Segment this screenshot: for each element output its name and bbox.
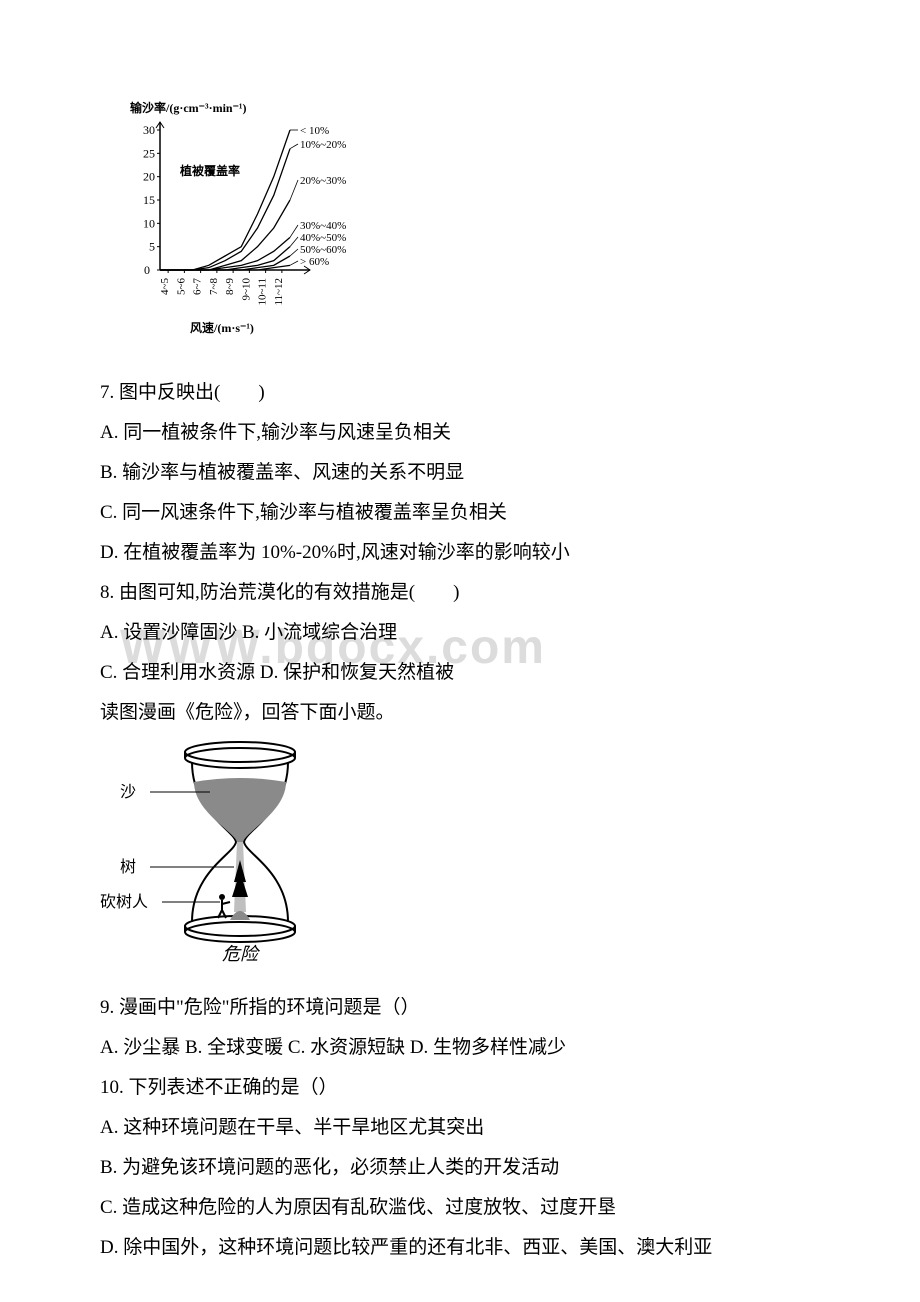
q8-option-ab: A. 设置沙障固沙 B. 小流域综合治理	[100, 614, 820, 652]
svg-text:25: 25	[143, 146, 155, 160]
svg-text:9~10: 9~10	[240, 278, 252, 301]
document-content: 输沙率/(g·cm⁻³·min⁻¹) 5 10 15 20 25 30 0 4~5 5~6 6~7 7…	[100, 100, 820, 1267]
svg-text:> 60%: > 60%	[300, 256, 329, 268]
q8-option-cd: C. 合理利用水资源 D. 保护和恢复天然植被	[100, 654, 820, 692]
bridge-text: 读图漫画《危险》，回答下面小题。	[100, 694, 820, 732]
q7-option-d: D. 在植被覆盖率为 10%-20%时,风速对输沙率的影响较小	[100, 534, 820, 572]
q7-option-c: C. 同一风速条件下,输沙率与植被覆盖率呈负相关	[100, 494, 820, 532]
svg-text:10~11: 10~11	[257, 278, 269, 306]
svg-text:4~5: 4~5	[159, 278, 171, 295]
q7-stem: 7. 图中反映出( )	[100, 374, 820, 412]
svg-text:10: 10	[143, 216, 155, 230]
svg-text:输沙率/(g·cm⁻³·min⁻¹): 输沙率/(g·cm⁻³·min⁻¹)	[130, 100, 247, 115]
svg-text:30%~40%: 30%~40%	[300, 220, 346, 232]
q10-option-a: A. 这种环境问题在干旱、半干旱地区尤其突出	[100, 1109, 820, 1147]
svg-text:30: 30	[143, 123, 155, 137]
svg-text:0: 0	[144, 263, 150, 277]
svg-text:树: 树	[120, 858, 136, 876]
sediment-chart: 输沙率/(g·cm⁻³·min⁻¹) 5 10 15 20 25 30 0 4~5 5~6 6~7 7…	[130, 100, 820, 364]
svg-text:沙: 沙	[120, 784, 136, 801]
q8-stem: 8. 由图可知,防治荒漠化的有效措施是( )	[100, 574, 820, 612]
q7-option-b: B. 输沙率与植被覆盖率、风速的关系不明显	[100, 454, 820, 492]
svg-text:10%~20%: 10%~20%	[300, 139, 346, 151]
q10-option-d: D. 除中国外，这种环境问题比较严重的还有北非、西亚、美国、澳大利亚	[100, 1229, 820, 1267]
svg-text:11~12: 11~12	[273, 278, 285, 306]
svg-text:危险: 危险	[222, 944, 260, 964]
svg-text:5: 5	[149, 240, 155, 254]
hourglass-figure: 沙树砍树人危险	[100, 737, 820, 981]
q9-options: A. 沙尘暴 B. 全球变暖 C. 水资源短缺 D. 生物多样性减少	[100, 1029, 820, 1067]
q10-option-c: C. 造成这种危险的人为原因有乱砍滥伐、过度放牧、过度开垦	[100, 1189, 820, 1227]
q7-option-a: A. 同一植被条件下,输沙率与风速呈负相关	[100, 414, 820, 452]
svg-text:8~9: 8~9	[224, 278, 236, 295]
svg-text:20%~30%: 20%~30%	[300, 175, 346, 187]
svg-text:砍树人: 砍树人	[100, 893, 148, 911]
svg-text:20: 20	[143, 170, 155, 184]
svg-text:7~8: 7~8	[208, 278, 220, 295]
svg-text:5~6: 5~6	[175, 278, 187, 295]
svg-text:50%~60%: 50%~60%	[300, 244, 346, 256]
q10-stem: 10. 下列表述不正确的是（）	[100, 1069, 820, 1107]
svg-text:15: 15	[143, 193, 155, 207]
q10-option-b: B. 为避免该环境问题的恶化，必须禁止人类的开发活动	[100, 1149, 820, 1187]
svg-text:风速/(m·s⁻¹): 风速/(m·s⁻¹)	[190, 320, 254, 335]
svg-text:6~7: 6~7	[192, 278, 204, 295]
svg-text:< 10%: < 10%	[300, 125, 329, 137]
svg-text:植被覆盖率: 植被覆盖率	[179, 163, 240, 178]
svg-text:40%~50%: 40%~50%	[300, 232, 346, 244]
q9-stem: 9. 漫画中"危险"所指的环境问题是（）	[100, 989, 820, 1027]
